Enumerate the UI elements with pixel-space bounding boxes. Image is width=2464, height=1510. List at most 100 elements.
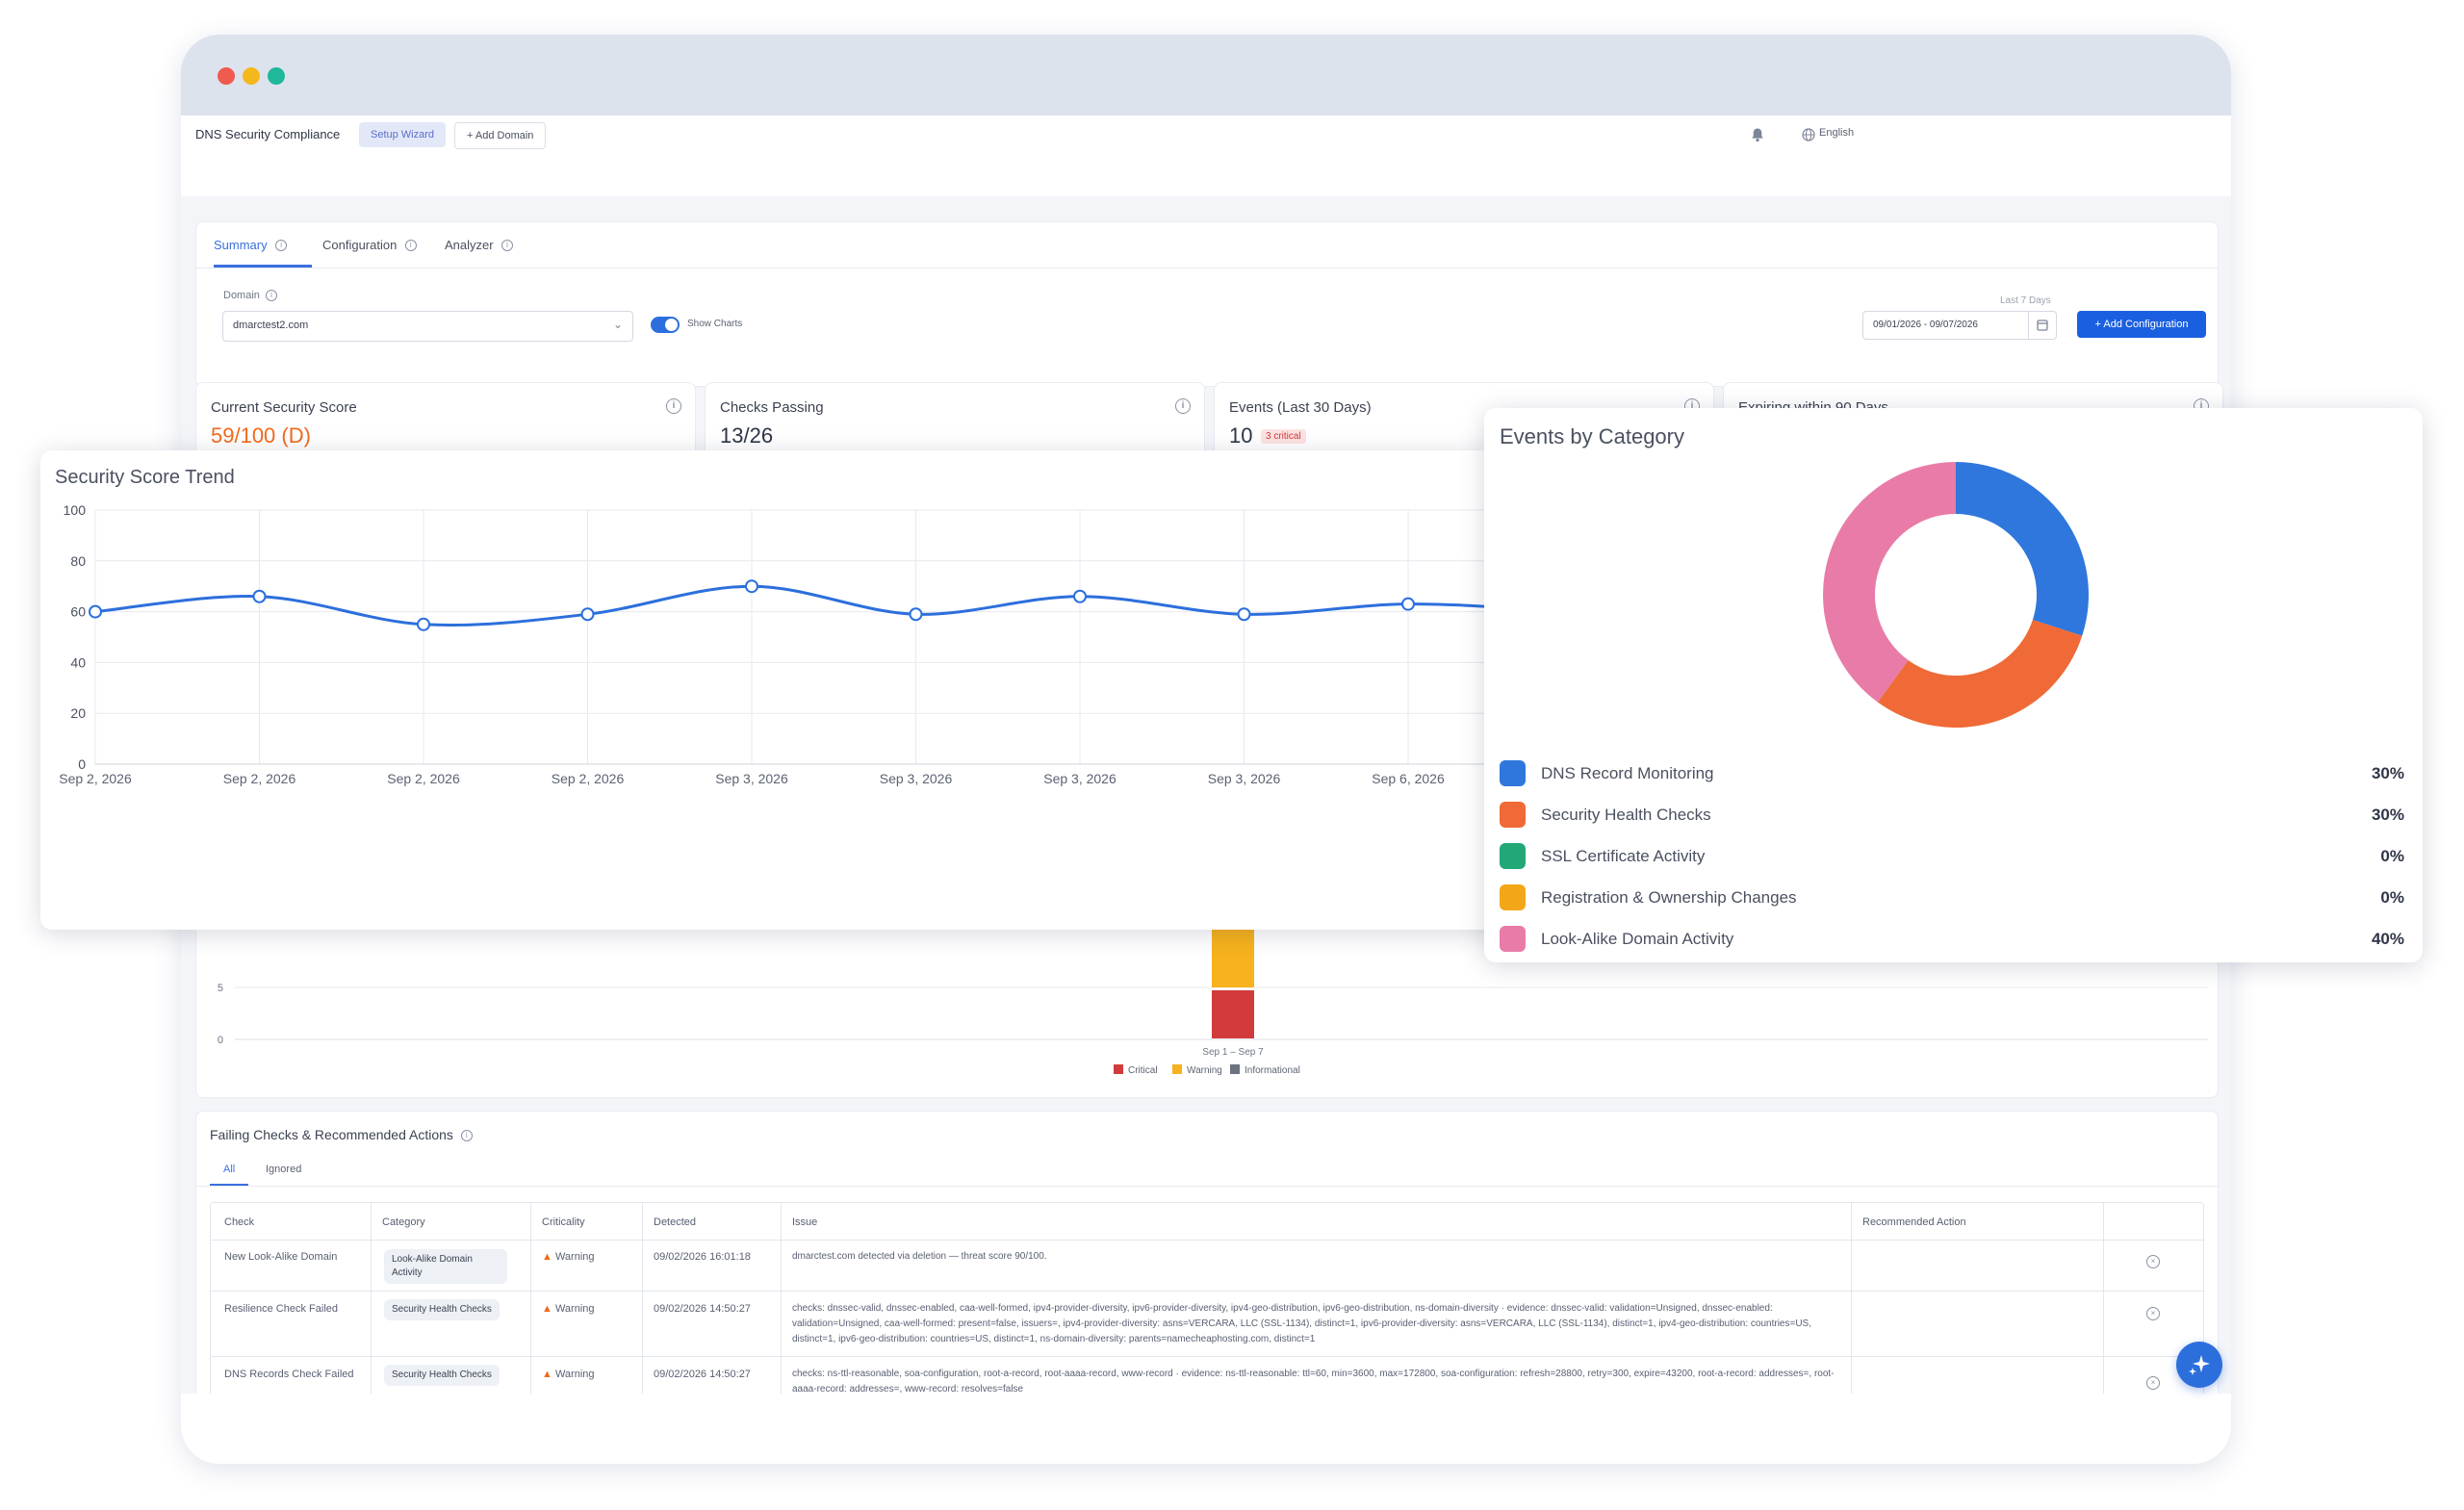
events-donut-chart bbox=[1823, 462, 2089, 728]
globe-icon bbox=[1802, 128, 1815, 141]
criticality-cell: ▲ Warning bbox=[542, 1251, 595, 1263]
column-header[interactable]: Detected bbox=[654, 1216, 697, 1228]
cell-check: New Look-Alike Domain bbox=[224, 1251, 338, 1263]
events-by-category-card: Events by Category DNS Record Monitoring… bbox=[1484, 408, 2423, 962]
legend-item[interactable]: Registration & Ownership Changes 0% bbox=[1500, 883, 2404, 911]
subtab-all[interactable]: All bbox=[223, 1164, 236, 1175]
legend-item[interactable]: DNS Record Monitoring 30% bbox=[1500, 758, 2404, 787]
score-trend-card: Security Score Trend 0 20 40 60 80 100 Sep 2, … bbox=[40, 450, 1580, 930]
tab-analyzer[interactable]: Analyzer i bbox=[445, 222, 514, 269]
score-trend-line bbox=[94, 584, 1573, 627]
sparkle-icon bbox=[2189, 1355, 2210, 1375]
legend-label: DNS Record Monitoring bbox=[1541, 764, 1714, 782]
y-tick-label: 5 bbox=[218, 983, 223, 994]
cell-issue: checks: ns-ttl-reasonable, soa-configura… bbox=[792, 1369, 1835, 1395]
column-header[interactable]: Check bbox=[224, 1216, 255, 1228]
ignore-icon[interactable]: × bbox=[2146, 1255, 2160, 1268]
show-charts-label: Show Charts bbox=[687, 319, 743, 329]
legend-percent: 30% bbox=[2371, 806, 2404, 824]
donut-slice bbox=[1877, 619, 2083, 728]
date-preset-label: Last 7 Days bbox=[2000, 295, 2051, 306]
add-domain-button[interactable]: + Add Domain bbox=[454, 122, 547, 149]
subtab-ignored[interactable]: Ignored bbox=[266, 1164, 302, 1175]
column-header[interactable]: Recommended Action bbox=[1862, 1216, 1966, 1228]
y-tick-label: 0 bbox=[218, 1035, 223, 1046]
language-selector[interactable]: English bbox=[1819, 127, 1855, 139]
legend-percent: 0% bbox=[2380, 847, 2404, 865]
date-range-input[interactable]: 09/01/2026 - 09/07/2026 bbox=[1862, 311, 2057, 340]
y-tick-label: 80 bbox=[70, 553, 86, 569]
cell-issue: dmarctest.com detected via deletion — th… bbox=[792, 1251, 1047, 1262]
x-tick-label: Sep 2, 2026 bbox=[223, 771, 296, 786]
cell-issue: checks: dnssec-valid, dnssec-enabled, ca… bbox=[792, 1303, 1811, 1344]
kpi-value: 59/100 (D) bbox=[211, 423, 311, 448]
tab-configuration[interactable]: Configuration i bbox=[322, 222, 417, 269]
setup-wizard-button[interactable]: Setup Wizard bbox=[359, 122, 447, 147]
add-configuration-button[interactable]: + Add Configuration bbox=[2077, 311, 2206, 338]
column-divider bbox=[1851, 1203, 1852, 1464]
tab-analyzer-label: Analyzer bbox=[445, 238, 494, 252]
date-range-value: 09/01/2026 - 09/07/2026 bbox=[1873, 320, 1978, 330]
data-point bbox=[89, 604, 102, 619]
bar-critical bbox=[1212, 990, 1254, 1038]
warning-icon: ▲ bbox=[542, 1369, 552, 1380]
legend-item[interactable]: Look-Alike Domain Activity 40% bbox=[1500, 924, 2404, 953]
category-tag: Security Health Checks bbox=[384, 1365, 500, 1386]
warning-icon: ▲ bbox=[542, 1251, 552, 1263]
info-icon[interactable]: i bbox=[666, 398, 681, 414]
tabs-divider bbox=[196, 268, 2218, 269]
data-point bbox=[745, 579, 758, 594]
info-icon[interactable]: i bbox=[1175, 398, 1191, 414]
cell-detected: 09/02/2026 16:01:18 bbox=[654, 1251, 751, 1263]
minimize-window-dot[interactable] bbox=[243, 67, 260, 85]
legend-label: Informational bbox=[1245, 1065, 1300, 1076]
toggle-knob bbox=[665, 319, 678, 331]
ignore-icon[interactable]: × bbox=[2146, 1376, 2160, 1390]
column-header[interactable]: Category bbox=[382, 1216, 425, 1228]
legend-swatch-informational bbox=[1230, 1064, 1240, 1074]
x-tick-label: Sep 2, 2026 bbox=[552, 771, 625, 786]
table-row[interactable]: Resilience Check Failed Security Health … bbox=[211, 1292, 2203, 1357]
column-divider bbox=[2103, 1203, 2104, 1464]
column-header[interactable]: Criticality bbox=[542, 1216, 585, 1228]
column-divider bbox=[371, 1203, 372, 1464]
bell-icon[interactable] bbox=[1750, 127, 1765, 142]
category-tag: Look-Alike Domain Activity bbox=[384, 1249, 507, 1284]
show-charts-toggle[interactable] bbox=[651, 317, 680, 333]
domain-select-value: dmarctest2.com bbox=[233, 320, 309, 331]
close-window-dot[interactable] bbox=[218, 67, 235, 85]
legend-item[interactable]: Security Health Checks 30% bbox=[1500, 800, 2404, 829]
x-tick-label: Sep 6, 2026 bbox=[1372, 771, 1445, 786]
calendar-icon[interactable] bbox=[2028, 312, 2056, 339]
info-icon: i bbox=[460, 1130, 473, 1142]
critical-badge: 3 critical bbox=[1261, 429, 1306, 444]
maximize-window-dot[interactable] bbox=[268, 67, 285, 85]
tab-summary[interactable]: Summary i bbox=[214, 222, 288, 269]
info-icon: i bbox=[501, 239, 514, 251]
cell-check: Resilience Check Failed bbox=[224, 1303, 338, 1315]
data-point bbox=[1073, 589, 1087, 603]
domain-select[interactable]: dmarctest2.com ⌄ bbox=[222, 311, 633, 342]
info-icon: i bbox=[265, 290, 277, 302]
frame-bottom-fade bbox=[181, 1394, 2231, 1464]
column-divider bbox=[530, 1203, 531, 1464]
legend-swatch-warning bbox=[1172, 1064, 1182, 1074]
legend-percent: 0% bbox=[2380, 888, 2404, 907]
column-header[interactable]: Issue bbox=[792, 1216, 818, 1228]
table-row[interactable]: DNS Records Check Failed Security Health… bbox=[211, 1357, 2203, 1415]
legend-swatch bbox=[1500, 884, 1526, 910]
x-tick-label: Sep 2, 2026 bbox=[387, 771, 460, 786]
ignore-icon[interactable]: × bbox=[2146, 1307, 2160, 1320]
ai-assistant-button[interactable] bbox=[2176, 1342, 2222, 1388]
kpi-value: 13/26 bbox=[720, 423, 774, 448]
x-tick-label: Sep 3, 2026 bbox=[1208, 771, 1281, 786]
column-divider bbox=[781, 1203, 782, 1464]
legend-item[interactable]: SSL Certificate Activity 0% bbox=[1500, 841, 2404, 870]
tab-active-indicator bbox=[214, 265, 312, 268]
kpi-label: Events (Last 30 Days) bbox=[1229, 399, 1372, 416]
legend-swatch bbox=[1500, 926, 1526, 952]
criticality-cell: ▲ Warning bbox=[542, 1369, 595, 1380]
kpi-label: Current Security Score bbox=[211, 399, 357, 416]
table-row[interactable]: New Look-Alike Domain Look-Alike Domain … bbox=[211, 1240, 2203, 1292]
legend-label: SSL Certificate Activity bbox=[1541, 847, 1706, 865]
